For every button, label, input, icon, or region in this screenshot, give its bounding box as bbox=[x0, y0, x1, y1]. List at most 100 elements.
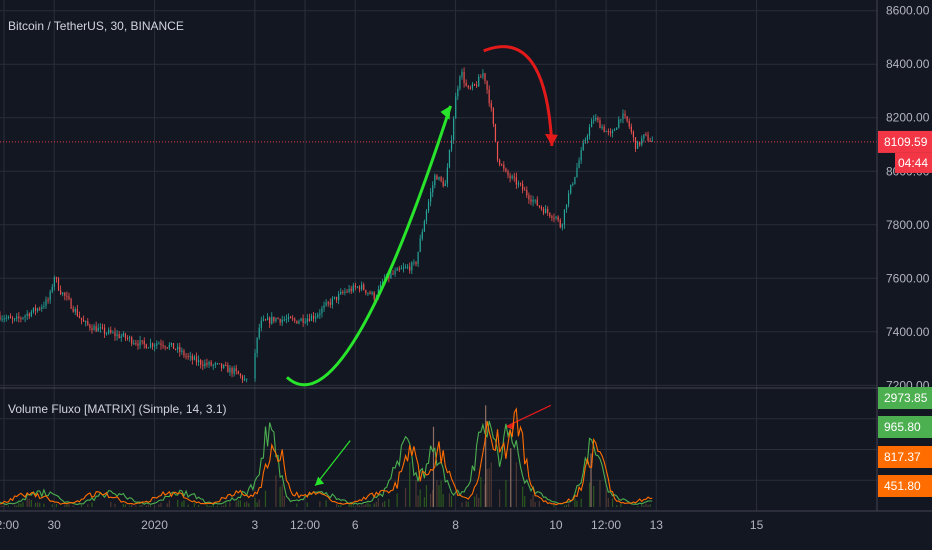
candle-244 bbox=[515, 172, 517, 189]
indicator-title[interactable]: Volume Fluxo [MATRIX] (Simple, 14, 3.1) bbox=[8, 402, 227, 416]
time-tick-1: 30 bbox=[48, 518, 62, 532]
candle-110 bbox=[229, 365, 231, 376]
candle-221 bbox=[467, 84, 469, 90]
last-price-badge: 8109.59 bbox=[878, 130, 932, 153]
candle-83 bbox=[172, 343, 175, 349]
candle-278 bbox=[586, 133, 589, 144]
candle-135 bbox=[287, 313, 290, 323]
candle-84 bbox=[175, 348, 177, 351]
candle-266 bbox=[561, 223, 563, 231]
candle-13 bbox=[26, 310, 28, 320]
candle-45 bbox=[93, 323, 95, 331]
candle-70 bbox=[145, 343, 147, 349]
candle-7 bbox=[14, 317, 16, 322]
time-tick-0: 12:00 bbox=[0, 518, 19, 532]
time-axis[interactable]: 12:00 30 2020 3 12:00 6 8 10 12:00 13 15 bbox=[0, 518, 764, 532]
candle-152 bbox=[323, 301, 325, 312]
candle-250 bbox=[528, 192, 530, 204]
candle-46 bbox=[95, 321, 97, 333]
candle-171 bbox=[363, 282, 365, 291]
candle-189 bbox=[400, 265, 402, 270]
candle-191 bbox=[404, 264, 407, 269]
candle-82 bbox=[170, 342, 173, 347]
candle-62 bbox=[129, 335, 131, 342]
candle-267 bbox=[563, 209, 566, 229]
candle-88 bbox=[183, 348, 185, 359]
candle-246 bbox=[519, 182, 522, 187]
candle-151 bbox=[321, 305, 323, 318]
candle-304 bbox=[641, 135, 643, 147]
candle-163 bbox=[346, 289, 348, 294]
candle-170 bbox=[361, 281, 363, 292]
volume-badge-label-2: 817.37 bbox=[884, 450, 921, 464]
candle-187 bbox=[396, 267, 398, 271]
candle-23 bbox=[47, 297, 49, 304]
symbol-title[interactable]: Bitcoin / TetherUS, 30, BINANCE bbox=[8, 19, 184, 33]
candle-121 bbox=[258, 323, 260, 340]
candle-174 bbox=[369, 290, 371, 295]
candle-277 bbox=[584, 137, 586, 145]
candle-208 bbox=[440, 175, 442, 183]
candle-91 bbox=[189, 351, 191, 362]
candle-72 bbox=[149, 338, 152, 349]
candle-125 bbox=[266, 313, 269, 321]
candle-5 bbox=[9, 313, 12, 319]
price-tick-6: 7400.00 bbox=[886, 325, 930, 339]
candle-253 bbox=[534, 199, 536, 204]
candle-74 bbox=[154, 343, 156, 352]
candle-20 bbox=[41, 304, 43, 312]
countdown-label: 04:44 bbox=[898, 156, 928, 170]
candle-301 bbox=[634, 137, 637, 153]
volume-badge-0: 2973.85 bbox=[878, 387, 932, 409]
time-tick-10: 15 bbox=[750, 518, 764, 532]
candle-95 bbox=[197, 355, 200, 366]
volume-badge-label-1: 965.80 bbox=[884, 420, 921, 434]
candle-32 bbox=[66, 291, 68, 301]
candle-89 bbox=[185, 352, 187, 360]
candle-309 bbox=[651, 136, 653, 142]
candle-168 bbox=[356, 285, 359, 289]
candle-75 bbox=[156, 340, 158, 350]
candle-8 bbox=[16, 313, 18, 322]
candle-73 bbox=[152, 342, 154, 350]
candle-56 bbox=[116, 330, 118, 341]
candle-109 bbox=[227, 362, 229, 373]
candle-308 bbox=[649, 137, 651, 142]
price-tick-5: 7600.00 bbox=[886, 271, 930, 285]
candle-40 bbox=[83, 315, 85, 322]
candle-14 bbox=[28, 312, 30, 319]
candle-97 bbox=[202, 360, 204, 371]
candle-131 bbox=[279, 318, 281, 326]
candle-80 bbox=[166, 346, 168, 350]
price-tick-4: 7800.00 bbox=[886, 218, 930, 232]
candle-100 bbox=[208, 360, 210, 369]
price-axis[interactable]: 8600.008400.008200.008000.007800.007600.… bbox=[886, 4, 930, 393]
candle-230 bbox=[486, 80, 488, 94]
price-tick-1: 8400.00 bbox=[886, 57, 930, 71]
candle-112 bbox=[233, 365, 235, 377]
axis-badges: 8109.59 04:44 2973.85 965.80 817.37 451.80 bbox=[878, 130, 932, 497]
candle-111 bbox=[231, 366, 233, 378]
candle-24 bbox=[49, 289, 51, 304]
candle-273 bbox=[576, 163, 578, 178]
candle-215 bbox=[455, 92, 457, 119]
candle-287 bbox=[605, 130, 607, 133]
candle-49 bbox=[101, 323, 104, 330]
candle-123 bbox=[262, 315, 265, 322]
candle-211 bbox=[446, 163, 448, 188]
candle-242 bbox=[511, 174, 513, 180]
candle-188 bbox=[398, 266, 400, 273]
candle-1 bbox=[1, 315, 3, 323]
red-arrowhead bbox=[544, 133, 558, 146]
candle-50 bbox=[103, 324, 106, 338]
candle-247 bbox=[522, 180, 524, 194]
candle-92 bbox=[191, 353, 193, 365]
time-tick-5: 6 bbox=[352, 518, 359, 532]
candle-36 bbox=[74, 306, 76, 316]
candle-4 bbox=[7, 315, 9, 320]
candle-87 bbox=[181, 347, 183, 355]
candle-217 bbox=[459, 75, 461, 91]
candle-94 bbox=[195, 352, 198, 366]
candle-228 bbox=[482, 69, 484, 80]
